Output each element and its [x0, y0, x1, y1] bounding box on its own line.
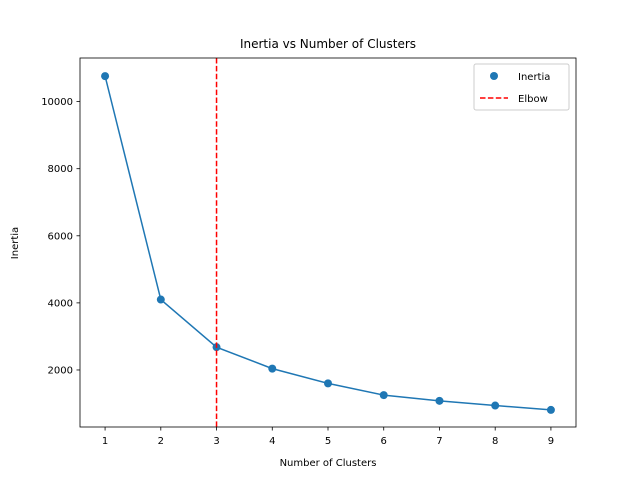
y-axis: 2000 4000 6000 8000 10000: [41, 97, 80, 376]
y-tick-label: 8000: [48, 164, 73, 175]
y-tick-label: 2000: [48, 365, 73, 376]
y-tick-label: 6000: [48, 231, 73, 242]
legend-label-elbow: Elbow: [518, 94, 548, 105]
x-tick-label: 9: [548, 436, 554, 447]
legend-label-inertia: Inertia: [518, 72, 550, 83]
y-tick-label: 10000: [41, 97, 73, 108]
plot-background: [80, 58, 576, 427]
data-point: [156, 295, 165, 304]
data-point: [491, 401, 500, 410]
data-point: [379, 391, 388, 400]
x-tick-label: 1: [102, 436, 108, 447]
x-axis-label: Number of Clusters: [280, 458, 377, 469]
legend: Inertia Elbow: [473, 63, 570, 111]
x-tick-label: 4: [269, 436, 275, 447]
plot-area: [79, 57, 577, 428]
data-point: [546, 405, 555, 414]
x-tick-label: 5: [325, 436, 331, 447]
x-tick-label: 2: [158, 436, 164, 447]
y-tick-label: 4000: [48, 298, 73, 309]
y-axis-label: Inertia: [10, 227, 21, 259]
x-tick-label: 8: [492, 436, 498, 447]
data-point: [101, 72, 110, 81]
x-tick-label: 7: [436, 436, 442, 447]
x-tick-label: 6: [381, 436, 387, 447]
legend-marker-inertia: [490, 72, 498, 80]
x-tick-label: 3: [213, 436, 219, 447]
data-point: [435, 396, 444, 405]
data-point: [324, 379, 332, 388]
data-point: [268, 364, 277, 373]
chart-title: Inertia vs Number of Clusters: [240, 37, 416, 51]
x-axis: 1 2 3 4 5 6 7 8 9: [102, 427, 554, 447]
